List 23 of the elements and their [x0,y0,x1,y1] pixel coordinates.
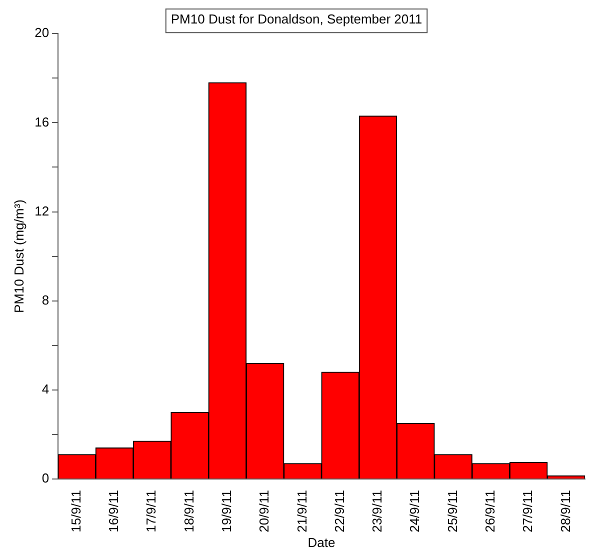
x-tick-label: 28/9/11 [558,490,573,532]
y-axis-title: PM10 Dust (mg/m³) [11,200,26,313]
y-tick-label: 20 [34,25,50,40]
x-tick-label: 21/9/11 [294,490,310,532]
x-tick-label: 18/9/11 [181,490,196,532]
y-tick-label: 4 [42,381,50,396]
x-axis-title: Date [308,534,336,550]
x-tick-label: 27/9/11 [520,490,536,532]
x-tick-label: 16/9/11 [106,490,122,532]
chart-title: PM10 Dust for Donaldson, September 2011 [170,11,422,26]
x-tick-label: 17/9/11 [144,490,159,532]
x-tick-label: 19/9/11 [219,490,234,532]
x-tick-label: 24/9/11 [407,490,422,532]
x-tick-label: 23/9/11 [370,490,385,532]
x-tick-label: 20/9/11 [256,490,272,532]
x-tick-label: 22/9/11 [332,490,347,532]
x-tick-label: 25/9/11 [444,490,460,532]
y-tick-label: 12 [34,203,50,218]
x-tick-label: 26/9/11 [482,490,498,532]
y-tick-label: 16 [34,114,50,130]
x-tick-label: 15/9/11 [68,490,84,532]
y-tick-label: 8 [42,292,50,308]
y-tick-label: 0 [42,470,50,486]
